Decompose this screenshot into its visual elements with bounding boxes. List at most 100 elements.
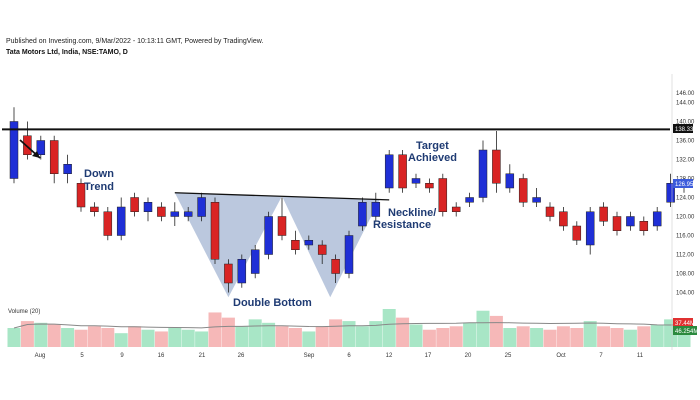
volume-bar — [436, 328, 450, 347]
volume-bar — [503, 328, 517, 347]
x-tick-label: 26 — [238, 353, 245, 359]
x-tick-label: 12 — [386, 353, 393, 359]
volume-bar — [422, 329, 436, 347]
candle-body — [585, 211, 595, 246]
candle-body — [210, 202, 220, 260]
candle-body — [532, 197, 541, 203]
candle-body — [250, 249, 260, 274]
volume-bar — [409, 324, 423, 347]
volume-bar — [355, 326, 369, 347]
volume-bar — [288, 328, 302, 347]
header-symbol-title: Tata Motors Ltd, India, NSE:TAMO, D — [6, 49, 128, 56]
candle-body — [344, 235, 354, 274]
candle-body — [599, 206, 608, 222]
volume-bar — [342, 321, 356, 347]
x-tick-label: 5 — [80, 353, 84, 359]
candle-body — [63, 164, 72, 174]
target-price-badge — [673, 124, 693, 133]
volume-bar — [154, 331, 168, 347]
x-tick-label: 7 — [599, 353, 603, 359]
candle-body — [572, 225, 582, 241]
last-price-badge — [673, 179, 693, 188]
annotation-achieved: Achieved — [408, 152, 457, 164]
volume-bar — [556, 326, 570, 347]
candle-body — [76, 183, 86, 208]
header-published-text: Published on Investing.com, 9/Mar/2022 -… — [6, 38, 264, 45]
candle-body — [666, 183, 675, 203]
x-tick-label: Sep — [304, 353, 315, 359]
candle-body — [36, 140, 46, 155]
candle-body — [438, 178, 448, 212]
volume-bar — [449, 326, 463, 347]
volume-green-badge-text: 46.254M — [675, 329, 698, 335]
candle-body — [398, 154, 407, 189]
volume-bar — [623, 329, 637, 347]
candle-body — [331, 259, 340, 274]
volume-bar — [396, 317, 410, 347]
candle-body — [183, 211, 193, 217]
candle-body — [9, 121, 19, 179]
candle-body — [451, 206, 461, 212]
volume-bar — [141, 329, 155, 347]
volume-bar — [543, 329, 557, 347]
candle-body — [639, 221, 649, 231]
candle-body — [612, 216, 622, 231]
volume-bar — [181, 329, 195, 347]
volume-bar — [597, 326, 611, 347]
candle-body — [411, 178, 421, 184]
x-tick-label: 11 — [637, 353, 644, 359]
target-price-badge-text: 138.33 — [675, 127, 694, 133]
volume-bar — [168, 328, 182, 347]
y-tick-label: 146.00 — [676, 91, 695, 97]
x-tick-label: Oct — [556, 353, 566, 359]
volume-bar — [195, 331, 209, 347]
y-tick-label: 112.00 — [676, 253, 695, 259]
volume-bar — [101, 328, 115, 347]
x-tick-label: 6 — [347, 353, 351, 359]
y-tick-label: 116.00 — [676, 234, 695, 240]
annotation-double-bottom: Double Bottom — [233, 297, 312, 309]
candle-body — [559, 211, 568, 227]
candle-body — [371, 202, 381, 217]
annotation-target: Target — [416, 140, 449, 152]
candle-body — [90, 206, 99, 212]
volume-label: Volume (20) — [8, 309, 40, 315]
volume-bar — [329, 319, 343, 347]
last-price-badge-text: 126.95 — [675, 182, 694, 188]
volume-bar — [34, 322, 48, 347]
candle-body — [23, 135, 32, 155]
volume-bar — [489, 315, 503, 347]
y-tick-label: 120.00 — [676, 215, 695, 221]
candle-body — [317, 244, 327, 255]
volume-bar — [275, 326, 289, 347]
volume-bar — [530, 328, 544, 347]
candle-body — [478, 149, 488, 198]
candle-body — [304, 240, 314, 246]
candle-body — [505, 173, 515, 189]
annotation-neckline: Neckline/ — [388, 207, 436, 219]
volume-ma-line — [13, 322, 685, 329]
x-axis-ticks: Aug 5 9 16 21 26 Sep 6 12 17 20 25 Oct 7 11 — [35, 353, 644, 359]
volume-bar — [476, 310, 490, 347]
candle-body — [237, 259, 247, 284]
candle-body — [49, 140, 59, 174]
volume-green-badge — [673, 326, 697, 335]
y-tick-label: 124.00 — [676, 196, 695, 202]
x-tick-label: 25 — [505, 353, 512, 359]
volume-bar — [61, 328, 75, 347]
candle-body — [224, 263, 233, 284]
y-tick-label: 108.00 — [676, 272, 695, 278]
candle-body — [143, 202, 153, 212]
volume-bar — [369, 321, 383, 347]
volume-bar — [583, 321, 597, 347]
volume-bar — [463, 322, 477, 347]
x-tick-label: 21 — [199, 353, 206, 359]
y-tick-label: 144.00 — [676, 101, 695, 107]
volume-bar — [570, 328, 584, 347]
candle-body — [116, 206, 126, 236]
volume-bar — [650, 324, 664, 347]
volume-bar — [221, 317, 235, 347]
volume-bar — [248, 319, 262, 347]
volume-bar — [87, 326, 101, 347]
